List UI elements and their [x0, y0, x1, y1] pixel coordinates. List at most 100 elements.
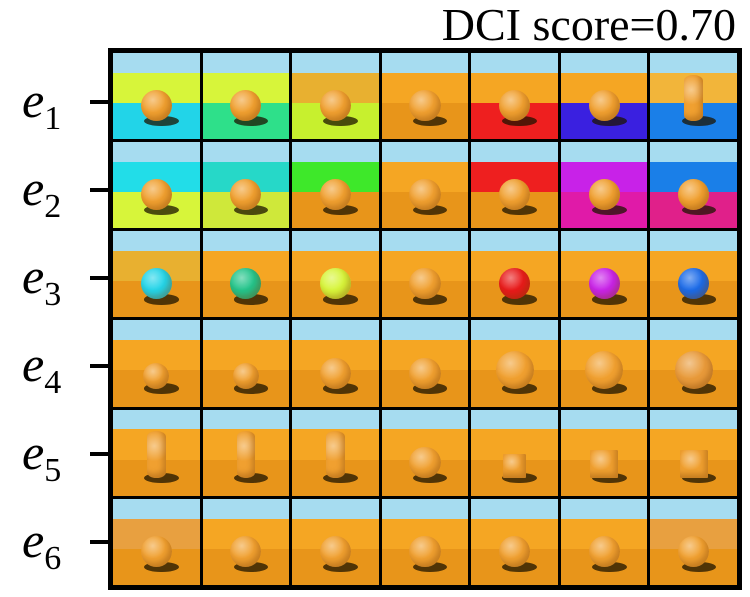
object-shadow — [233, 115, 269, 127]
scene-sky — [381, 498, 469, 519]
object-shadow — [502, 561, 538, 573]
scene-object-sphere — [230, 90, 262, 122]
scene-image-e5-6 — [560, 409, 648, 496]
scene-sky — [202, 142, 290, 162]
object-shadow — [144, 561, 179, 573]
scene-object-sphere — [409, 268, 441, 300]
scene-sky — [471, 231, 558, 252]
scene-image-e3-2 — [202, 231, 290, 318]
scene-image-e3-7 — [650, 231, 737, 318]
object-shadow — [412, 383, 448, 394]
scene-image-e3-1 — [113, 231, 200, 318]
row-label-subscript: 1 — [44, 100, 62, 137]
scene-sky — [202, 409, 290, 430]
object-shadow — [502, 294, 538, 305]
scene-object-cylinder — [326, 431, 345, 478]
scene-sky — [381, 231, 469, 252]
scene-object-sphere — [498, 268, 531, 300]
scene-sky — [381, 409, 469, 430]
scene-image-e4-2 — [202, 320, 290, 407]
scene-image-e6-1 — [113, 498, 200, 585]
scene-image-e6-7 — [650, 498, 737, 585]
image-grid — [113, 53, 737, 585]
scene-image-e2-4 — [381, 142, 469, 229]
row-label-e1: e1 — [22, 70, 112, 137]
scene-object-sphere — [319, 268, 351, 300]
row-tick-mark — [90, 452, 112, 456]
scene-image-e5-5 — [471, 409, 558, 496]
scene-image-e3-4 — [381, 231, 469, 318]
scene-object-sphere — [319, 357, 351, 389]
scene-object-sphere — [585, 350, 624, 389]
scene-image-e2-3 — [292, 142, 379, 229]
scene-image-e5-2 — [202, 409, 290, 496]
scene-object-sphere — [588, 268, 620, 300]
object-shadow — [144, 472, 179, 483]
scene-sky — [381, 142, 469, 162]
scene-object-cube — [679, 449, 708, 478]
scene-sky — [292, 231, 379, 252]
scene-image-e1-6 — [560, 53, 648, 140]
scene-sky — [560, 498, 648, 519]
object-shadow — [412, 205, 448, 216]
scene-object-cube — [590, 449, 619, 478]
object-shadow — [681, 472, 717, 483]
object-shadow — [323, 383, 358, 394]
scene-sky — [113, 498, 200, 519]
object-shadow — [412, 472, 448, 483]
scene-sky — [292, 142, 379, 162]
object-shadow — [681, 115, 717, 127]
row-tick-mark — [90, 540, 112, 544]
object-shadow — [144, 115, 179, 127]
scene-sky — [202, 498, 290, 519]
scene-object-sphere — [140, 90, 172, 122]
scene-sky — [381, 53, 469, 73]
scene-object-sphere — [409, 535, 441, 567]
scene-image-e5-4 — [381, 409, 469, 496]
row-label-subscript: 6 — [44, 540, 62, 577]
row-tick-mark — [90, 188, 112, 192]
scene-object-sphere — [498, 179, 531, 211]
scene-sky — [560, 231, 648, 252]
row-label-letter: e — [22, 160, 45, 216]
row-label-e6: e6 — [22, 510, 112, 577]
object-shadow — [233, 472, 269, 483]
scene-object-cylinder — [684, 74, 704, 122]
scene-object-sphere — [319, 535, 351, 567]
object-shadow — [592, 383, 627, 394]
scene-object-sphere — [678, 179, 710, 211]
scene-image-e4-3 — [292, 320, 379, 407]
scene-object-sphere — [409, 90, 441, 122]
scene-image-e5-3 — [292, 409, 379, 496]
scene-image-e6-6 — [560, 498, 648, 585]
object-shadow — [412, 561, 448, 573]
scene-image-e6-2 — [202, 498, 290, 585]
scene-image-e3-5 — [471, 231, 558, 318]
scene-image-e1-7 — [650, 53, 737, 140]
scene-sky — [560, 320, 648, 341]
object-shadow — [144, 205, 179, 216]
row-label-e3: e3 — [22, 246, 112, 313]
object-shadow — [502, 383, 538, 394]
row-tick-mark — [90, 276, 112, 280]
row-label-e5: e5 — [22, 422, 112, 489]
scene-sky — [113, 231, 200, 252]
scene-object-cube — [502, 454, 527, 478]
scene-sky — [650, 320, 737, 341]
scene-image-e1-2 — [202, 53, 290, 140]
scene-image-e2-1 — [113, 142, 200, 229]
scene-sky — [202, 53, 290, 73]
row-label-text: e3 — [22, 246, 61, 325]
scene-image-e1-1 — [113, 53, 200, 140]
scene-object-sphere — [232, 362, 259, 389]
scene-object-sphere — [495, 350, 534, 389]
scene-object-sphere — [409, 179, 441, 211]
scene-sky — [471, 142, 558, 162]
object-shadow — [592, 294, 627, 305]
scene-sky — [113, 142, 200, 162]
row-label-subscript: 3 — [44, 276, 62, 313]
object-shadow — [233, 383, 269, 394]
scene-image-e4-4 — [381, 320, 469, 407]
scene-image-e1-3 — [292, 53, 379, 140]
scene-object-sphere — [409, 446, 441, 478]
